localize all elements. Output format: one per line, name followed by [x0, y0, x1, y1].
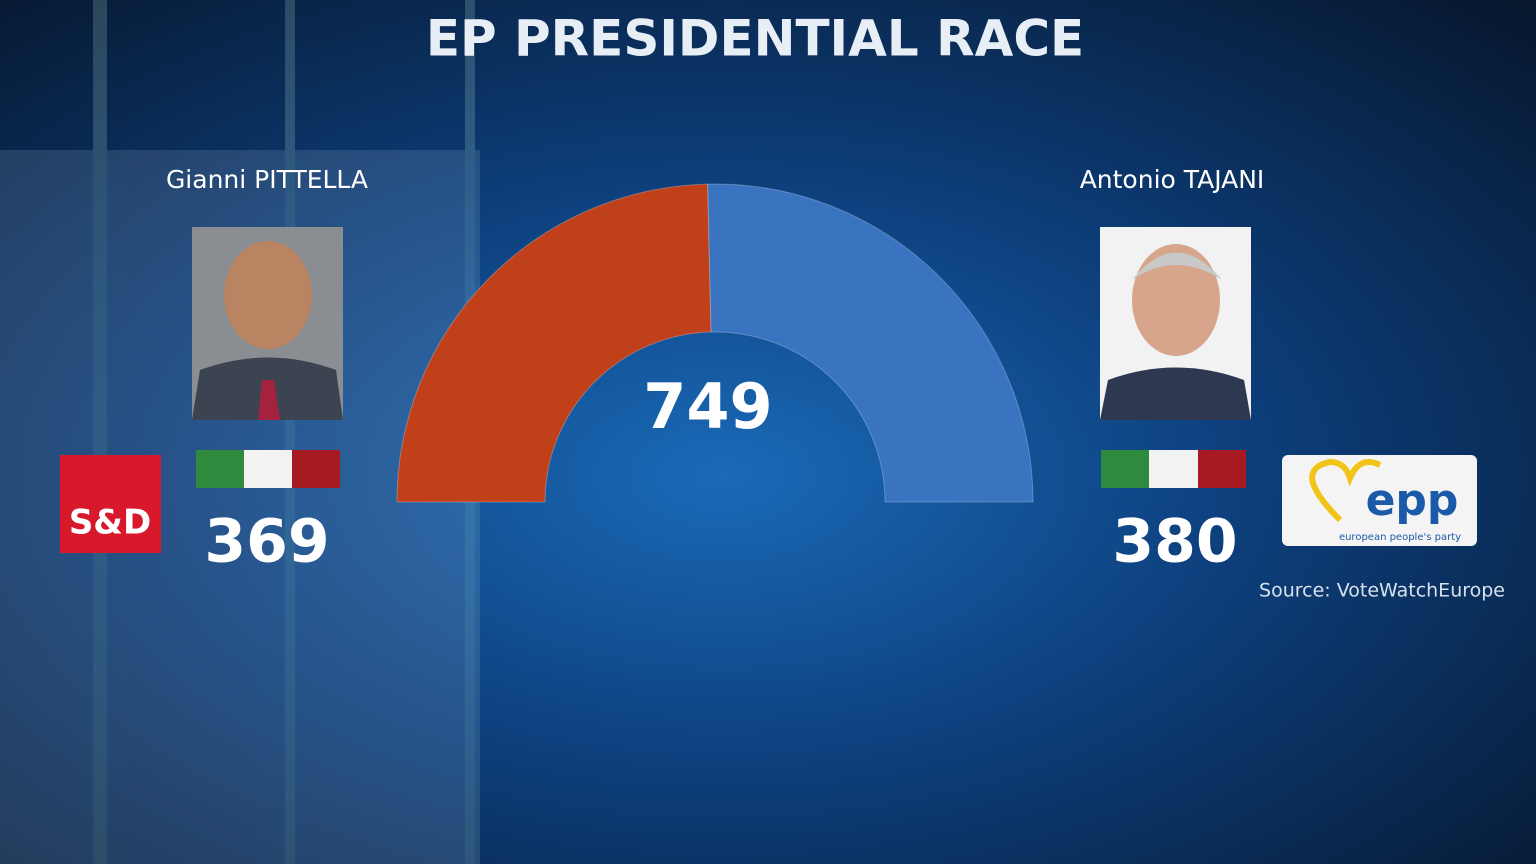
party-logo [60, 455, 161, 553]
party-name: S&D [69, 503, 151, 543]
source: Source: VoteWatchEurope [1259, 580, 1505, 602]
vote-count: 380 [1112, 507, 1237, 577]
arc-segment [396, 183, 712, 503]
vote-count: 369 [204, 507, 329, 577]
candidate-name: Antonio TAJANI [1080, 165, 1265, 194]
candidate-name: Gianni PITTELLA [166, 165, 368, 194]
total-label: 749 [643, 370, 772, 443]
flag [196, 450, 340, 488]
chart-title: EP PRESIDENTIAL RACE [426, 10, 1084, 68]
party-name: epp [1366, 475, 1459, 526]
candidate-photo [1100, 227, 1251, 420]
arc-segment [707, 183, 1034, 503]
party-tagline: european people's party [1339, 532, 1461, 543]
candidate-photo [192, 227, 343, 420]
logo-heart [1309, 458, 1382, 523]
party-logo [1282, 455, 1477, 546]
flag [1101, 450, 1246, 488]
